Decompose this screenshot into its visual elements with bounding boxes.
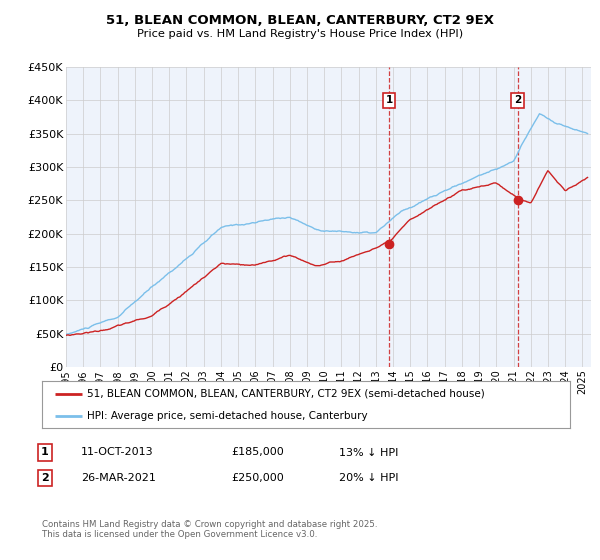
Text: 51, BLEAN COMMON, BLEAN, CANTERBURY, CT2 9EX: 51, BLEAN COMMON, BLEAN, CANTERBURY, CT2… bbox=[106, 14, 494, 27]
Text: 13% ↓ HPI: 13% ↓ HPI bbox=[339, 447, 398, 458]
Text: 26-MAR-2021: 26-MAR-2021 bbox=[81, 473, 156, 483]
Text: 51, BLEAN COMMON, BLEAN, CANTERBURY, CT2 9EX (semi-detached house): 51, BLEAN COMMON, BLEAN, CANTERBURY, CT2… bbox=[87, 389, 485, 399]
Text: £250,000: £250,000 bbox=[231, 473, 284, 483]
Text: 20% ↓ HPI: 20% ↓ HPI bbox=[339, 473, 398, 483]
Text: Price paid vs. HM Land Registry's House Price Index (HPI): Price paid vs. HM Land Registry's House … bbox=[137, 29, 463, 39]
Text: HPI: Average price, semi-detached house, Canterbury: HPI: Average price, semi-detached house,… bbox=[87, 410, 368, 421]
Text: 11-OCT-2013: 11-OCT-2013 bbox=[81, 447, 154, 458]
Text: 1: 1 bbox=[41, 447, 49, 458]
Text: Contains HM Land Registry data © Crown copyright and database right 2025.
This d: Contains HM Land Registry data © Crown c… bbox=[42, 520, 377, 539]
Text: 2: 2 bbox=[41, 473, 49, 483]
Text: 2: 2 bbox=[514, 96, 521, 105]
Text: £185,000: £185,000 bbox=[231, 447, 284, 458]
Text: 1: 1 bbox=[386, 96, 393, 105]
